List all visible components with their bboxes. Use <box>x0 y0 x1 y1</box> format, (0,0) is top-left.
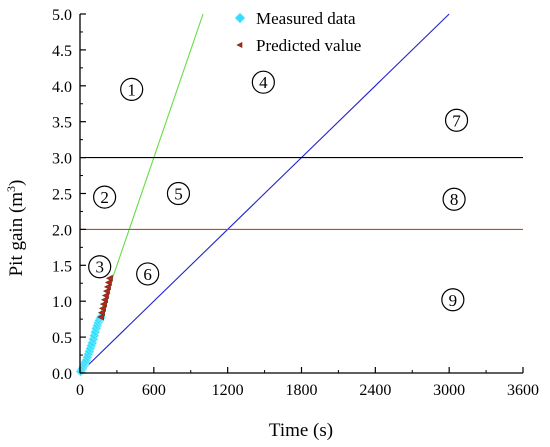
legend: Measured data Predicted value <box>234 9 361 55</box>
y-tick-label: 1.5 <box>52 258 72 275</box>
y-tick-label: 2.5 <box>52 187 72 204</box>
predicted-point <box>99 300 107 308</box>
predicted-point <box>97 309 105 317</box>
x-tick-label: 0 <box>76 382 84 399</box>
slope-line-1 <box>79 13 450 374</box>
predicted-point <box>102 287 110 295</box>
x-axis-title: Time (s) <box>269 420 333 441</box>
legend-label-measured: Measured data <box>256 9 356 28</box>
x-tick-label: 3600 <box>507 382 539 399</box>
x-tick-label: 3000 <box>433 382 465 399</box>
y-axis-title-main: Pit gain (m <box>6 192 27 277</box>
predicted-point <box>105 274 113 282</box>
predicted-point <box>101 291 109 299</box>
ticks: 0 600 1200 1800 2400 3000 3600 0.0 0.5 1.0 1.5 2.0 2… <box>52 7 539 399</box>
y-tick-label: 1.0 <box>52 294 72 311</box>
plot-content <box>75 13 523 377</box>
predicted-point <box>96 313 104 321</box>
region-circle-6 <box>136 262 160 286</box>
y-tick-label: 2.0 <box>52 222 72 239</box>
y-tick-label: 3.0 <box>52 151 72 168</box>
x-tick-label: 1200 <box>212 382 244 399</box>
region-label-5: 5 <box>174 185 183 204</box>
region-circle-3 <box>88 255 112 279</box>
x-tick-label: 2400 <box>359 382 391 399</box>
region-circle-7 <box>444 108 469 132</box>
predicted-point <box>104 279 112 287</box>
predicted-point <box>103 283 111 291</box>
region-circle-5 <box>166 181 191 206</box>
region-circle-2 <box>93 185 117 209</box>
region-label-9: 9 <box>449 291 458 310</box>
region-label-7: 7 <box>452 111 461 130</box>
region-circle-8 <box>442 187 466 211</box>
legend-marker-predicted <box>236 42 243 48</box>
region-label-1: 1 <box>127 80 136 99</box>
y-tick-label: 4.5 <box>52 43 72 60</box>
legend-label-predicted: Predicted value <box>256 36 361 55</box>
region-circle-1 <box>120 77 144 101</box>
x-tick-label: 1800 <box>286 382 318 399</box>
y-axis-title-sup: 3 <box>4 186 18 192</box>
y-tick-label: 0.5 <box>52 330 72 347</box>
predicted-point <box>98 304 106 312</box>
region-label-3: 3 <box>95 258 104 277</box>
y-axis-title: Pit gain (m3) <box>4 180 27 277</box>
region-label-6: 6 <box>143 265 152 284</box>
region-label-4: 4 <box>259 73 268 92</box>
y-tick-label: 4.0 <box>52 79 72 96</box>
legend-marker-measured <box>234 12 246 24</box>
region-markers: 1 2 3 4 5 6 7 8 9 <box>88 70 469 312</box>
y-tick-label: 3.5 <box>52 115 72 132</box>
region-circle-4 <box>251 70 275 94</box>
y-tick-label: 0.0 <box>52 366 72 383</box>
predicted-point <box>100 296 108 304</box>
x-tick-label: 600 <box>142 382 166 399</box>
region-label-8: 8 <box>450 190 459 209</box>
region-label-2: 2 <box>100 188 109 207</box>
y-tick-label: 5.0 <box>52 7 72 24</box>
region-circle-9 <box>441 288 465 312</box>
y-axis-title-close: ) <box>6 180 27 186</box>
